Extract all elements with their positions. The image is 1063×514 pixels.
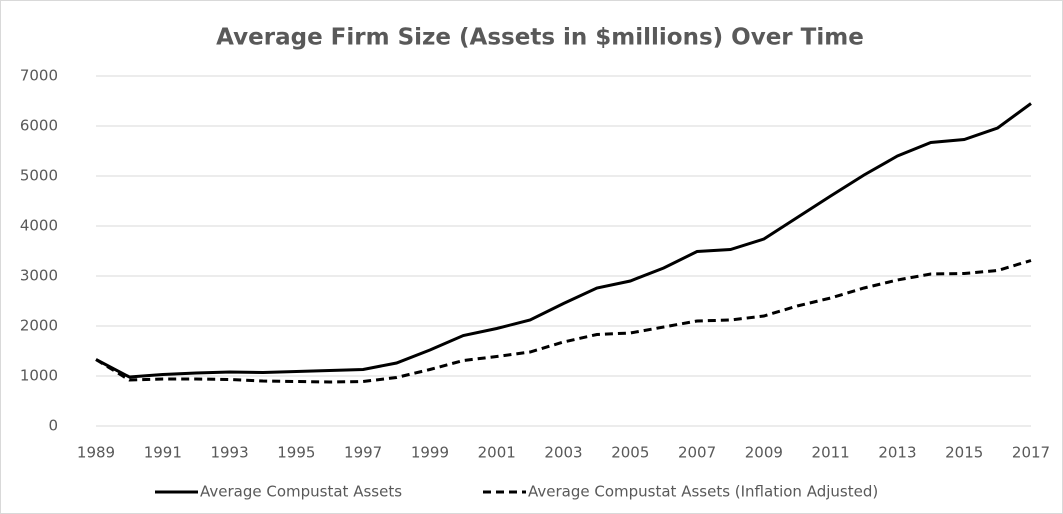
x-tick-label: 1999	[411, 444, 449, 462]
x-tick-label: 2009	[745, 444, 783, 462]
y-tick-label: 2000	[20, 317, 58, 335]
x-tick-label: 1989	[77, 444, 115, 462]
x-tick-label: 2005	[611, 444, 649, 462]
x-tick-label: 2001	[478, 444, 516, 462]
chart-title: Average Firm Size (Assets in $millions) …	[216, 25, 864, 51]
legend-label: Average Compustat Assets	[200, 483, 402, 501]
x-tick-label: 1997	[344, 444, 382, 462]
y-tick-label: 4000	[20, 217, 58, 235]
x-tick-label: 2017	[1012, 444, 1050, 462]
x-tick-label: 1991	[144, 444, 182, 462]
x-tick-label: 1993	[210, 444, 248, 462]
y-tick-label: 1000	[20, 367, 58, 385]
x-tick-label: 2007	[678, 444, 716, 462]
y-tick-label: 3000	[20, 267, 58, 285]
line-series	[95, 259, 1032, 384]
y-tick-label: 0	[48, 417, 58, 435]
legend-label: Average Compustat Assets (Inflation Adju…	[528, 483, 878, 501]
x-tick-label: 2015	[945, 444, 983, 462]
x-tick-label: 2003	[544, 444, 582, 462]
x-tick-label: 2013	[878, 444, 916, 462]
line-series	[95, 102, 1032, 379]
y-tick-label: 6000	[20, 117, 58, 135]
y-tick-label: 5000	[20, 167, 58, 185]
y-tick-label: 7000	[20, 67, 58, 85]
x-tick-label: 2011	[812, 444, 850, 462]
x-tick-label: 1995	[277, 444, 315, 462]
